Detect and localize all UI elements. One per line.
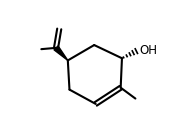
Text: OH: OH <box>139 44 157 57</box>
Polygon shape <box>54 46 68 60</box>
